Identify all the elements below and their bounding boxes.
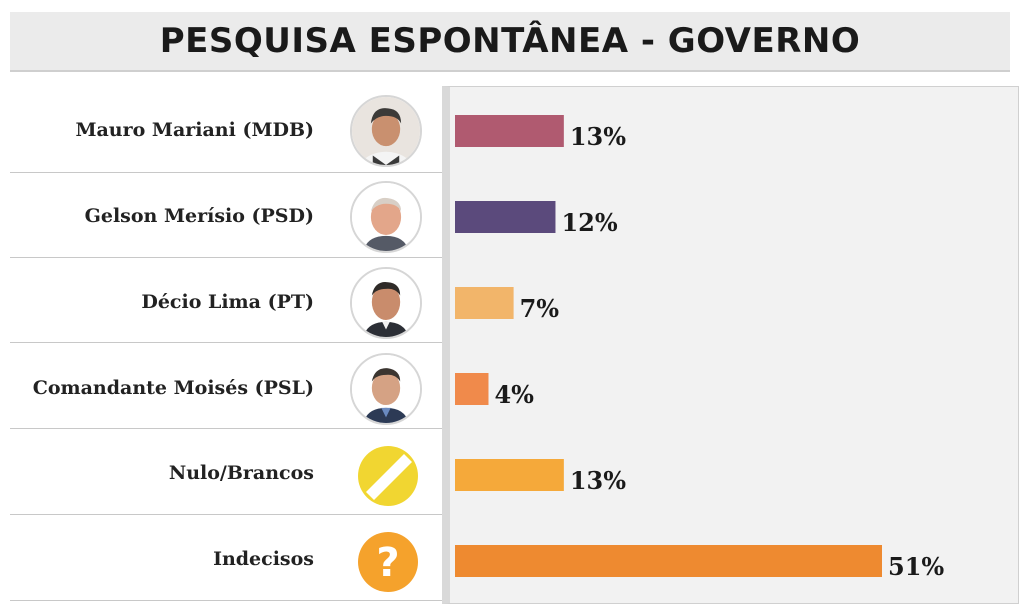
row-divider xyxy=(10,342,442,343)
plot-area xyxy=(442,86,1019,604)
row-divider xyxy=(10,514,442,515)
candidate-photo xyxy=(350,353,422,425)
category-label: Nulo/Brancos xyxy=(168,462,314,484)
row-divider xyxy=(10,172,442,173)
null-ballot-icon xyxy=(352,440,424,512)
category-label: Décio Lima (PT) xyxy=(141,291,314,313)
title-bar: PESQUISA ESPONTÂNEA - GOVERNO xyxy=(10,12,1010,72)
row-divider xyxy=(10,600,442,601)
category-label: Mauro Mariani (MDB) xyxy=(75,119,314,141)
svg-text:?: ? xyxy=(376,540,399,586)
row-divider xyxy=(10,428,442,429)
candidate-photo xyxy=(350,267,422,339)
category-label: Indecisos xyxy=(213,548,314,570)
question-mark-icon: ? xyxy=(352,526,424,598)
candidate-photo xyxy=(350,95,422,167)
category-label: Gelson Merísio (PSD) xyxy=(84,205,314,227)
category-label: Comandante Moisés (PSL) xyxy=(32,377,314,399)
candidate-photo xyxy=(350,181,422,253)
chart-frame: PESQUISA ESPONTÂNEA - GOVERNO xyxy=(10,12,1012,604)
row-divider xyxy=(10,257,442,258)
chart-title: PESQUISA ESPONTÂNEA - GOVERNO xyxy=(159,21,861,61)
